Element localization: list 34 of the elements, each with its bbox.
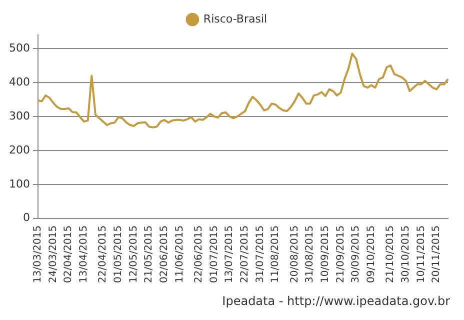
x-tick-label: 30/09/2015 — [350, 225, 362, 284]
x-tick-label: 11/08/2015 — [270, 225, 282, 284]
x-tick-label: 01/07/2015 — [208, 225, 220, 284]
legend-label: Risco-Brasil — [203, 12, 268, 26]
x-tick-label: 13/07/2015 — [224, 225, 236, 284]
x-tick-label: 01/05/2015 — [113, 225, 124, 284]
x-tick-label: 21/05/2015 — [144, 225, 155, 284]
x-tick-label: 10/09/2015 — [320, 225, 331, 284]
y-tick-label: 200 — [8, 143, 30, 156]
x-tick-label: 12/05/2015 — [128, 225, 140, 284]
x-tick-label: 21/10/2015 — [385, 225, 396, 284]
x-tick-label: 22/07/2015 — [240, 225, 251, 284]
x-tick-label: 13/03/2015 — [32, 225, 44, 284]
x-tick-label: 22/06/2015 — [194, 225, 205, 284]
x-tick-label: 02/06/2015 — [159, 225, 170, 284]
x-tick-label: 31/08/2015 — [304, 225, 316, 284]
y-tick-label: 300 — [8, 109, 30, 122]
y-tick-label: 400 — [8, 75, 30, 88]
x-tick-label: 10/11/2015 — [416, 225, 427, 284]
x-tick-label: 24/03/2015 — [48, 225, 59, 284]
y-tick-label: 500 — [8, 41, 30, 54]
x-tick-label: 30/10/2015 — [400, 225, 412, 284]
x-tick-label: 11/06/2015 — [174, 225, 186, 284]
x-tick-label: 13/04/2015 — [78, 225, 90, 284]
x-tick-label: 31/07/2015 — [254, 225, 266, 284]
x-tick-label: 21/09/2015 — [335, 225, 346, 284]
x-tick-label: 22/04/2015 — [98, 225, 109, 284]
text: Ipeadata - http://www.ipeadata.gov.br — [222, 294, 450, 308]
x-tick-label: 02/04/2015 — [63, 225, 74, 284]
y-tick-label: 100 — [8, 177, 30, 190]
x-tick-label: 20/08/2015 — [289, 225, 300, 284]
y-tick-label: 0 — [22, 211, 30, 224]
x-tick-label: 09/10/2015 — [366, 225, 377, 284]
x-tick-label: 20/11/2015 — [431, 225, 442, 284]
